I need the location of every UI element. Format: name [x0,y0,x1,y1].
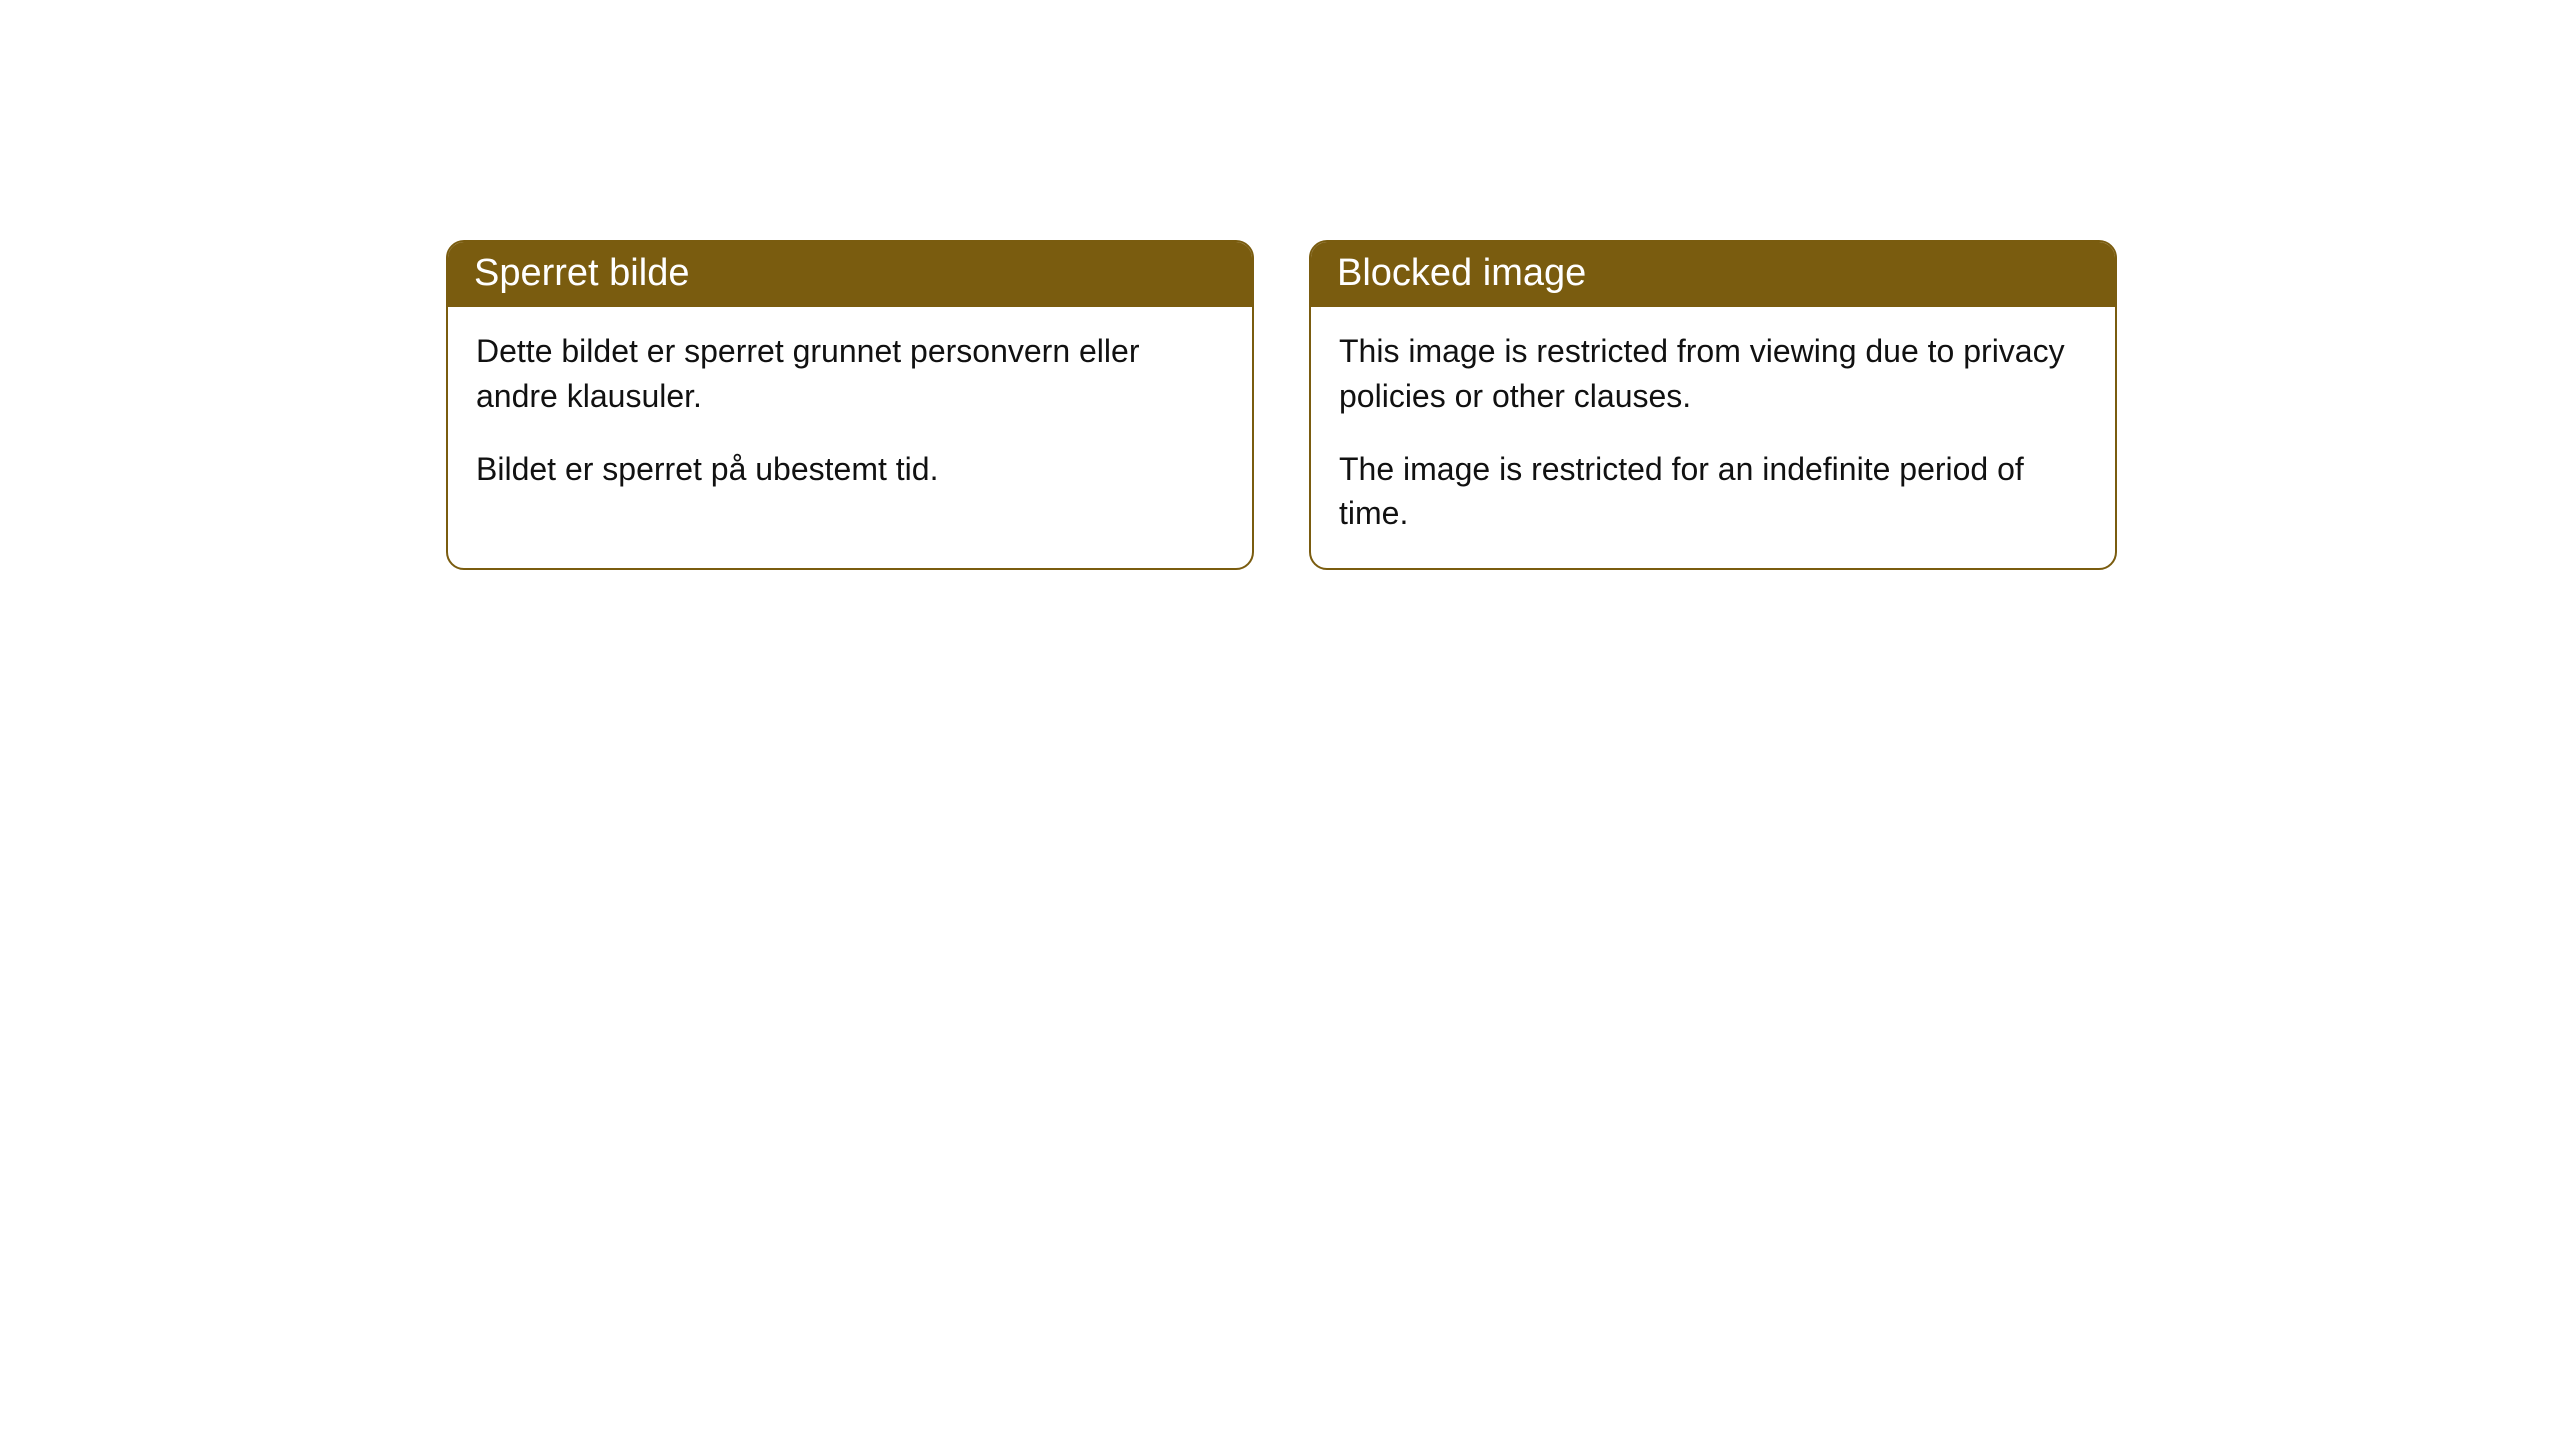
card-paragraph: Dette bildet er sperret grunnet personve… [476,329,1224,419]
card-header: Blocked image [1311,242,2115,307]
card-paragraph: This image is restricted from viewing du… [1339,329,2087,419]
card-body: Dette bildet er sperret grunnet personve… [448,307,1252,523]
card-paragraph: The image is restricted for an indefinit… [1339,447,2087,537]
message-card-container: Sperret bilde Dette bildet er sperret gr… [446,240,2560,570]
card-header: Sperret bilde [448,242,1252,307]
blocked-image-card-no: Sperret bilde Dette bildet er sperret gr… [446,240,1254,570]
blocked-image-card-en: Blocked image This image is restricted f… [1309,240,2117,570]
card-paragraph: Bildet er sperret på ubestemt tid. [476,447,1224,492]
card-body: This image is restricted from viewing du… [1311,307,2115,568]
